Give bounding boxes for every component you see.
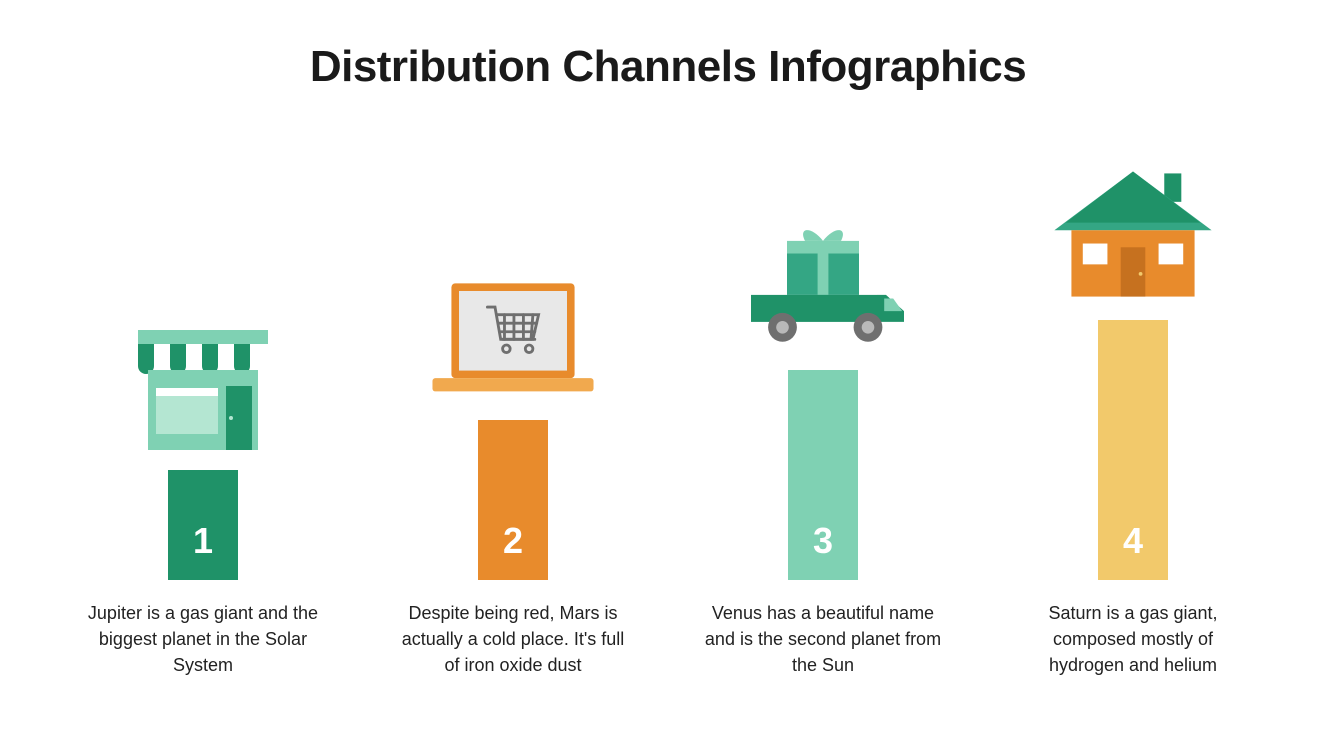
- page-title: Distribution Channels Infographics: [0, 42, 1336, 92]
- bar-2-number: 2: [503, 520, 523, 562]
- column-1: 1 Jupiter is a gas giant and the biggest…: [83, 300, 323, 690]
- desc-2: Despite being red, Mars is actually a co…: [393, 600, 633, 690]
- infographic-columns: 1 Jupiter is a gas giant and the biggest…: [0, 150, 1336, 690]
- bar-4: 4: [1098, 320, 1168, 580]
- delivery-truck-icon: [733, 200, 913, 370]
- desc-1: Jupiter is a gas giant and the biggest p…: [83, 600, 323, 690]
- desc-3: Venus has a beautiful name and is the se…: [703, 600, 943, 690]
- column-3: 3 Venus has a beautiful name and is the …: [703, 200, 943, 690]
- column-2: 2 Despite being red, Mars is actually a …: [393, 270, 633, 690]
- laptop-cart-icon: [423, 270, 603, 420]
- desc-4: Saturn is a gas giant, composed mostly o…: [1013, 600, 1253, 690]
- bar-1: 1: [168, 470, 238, 580]
- store-icon: [113, 300, 293, 470]
- column-4: 4 Saturn is a gas giant, composed mostly…: [1013, 150, 1253, 690]
- bar-2: 2: [478, 420, 548, 580]
- bar-3-number: 3: [813, 520, 833, 562]
- bar-3: 3: [788, 370, 858, 580]
- bar-1-number: 1: [193, 520, 213, 562]
- bar-4-number: 4: [1123, 520, 1143, 562]
- house-icon: [1043, 150, 1223, 320]
